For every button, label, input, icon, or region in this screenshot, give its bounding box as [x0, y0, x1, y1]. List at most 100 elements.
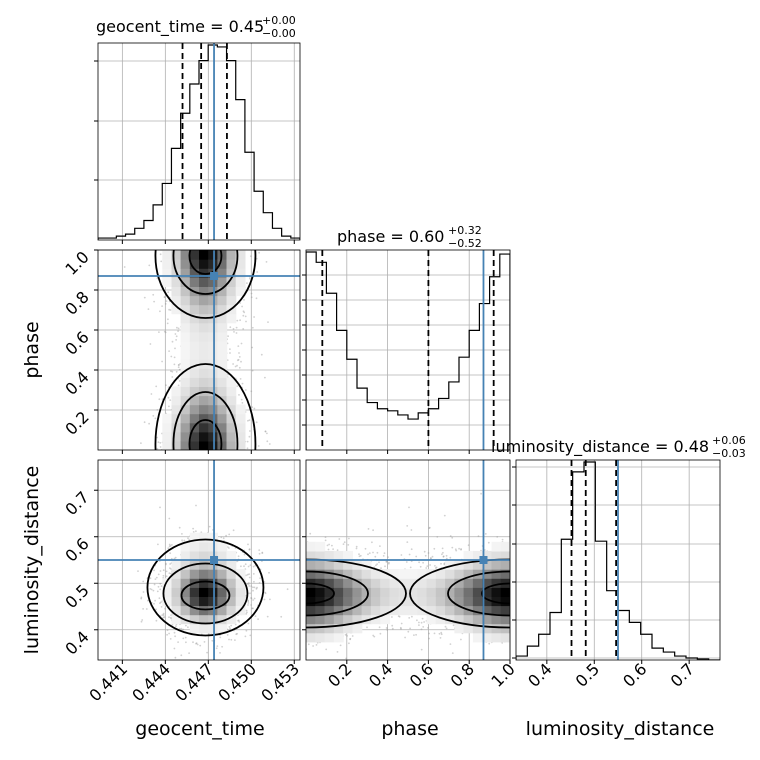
- density-cell: [315, 550, 326, 561]
- scatter-point: [391, 616, 393, 618]
- title-geocent-time-upper: +0.00: [262, 14, 296, 27]
- scatter-point: [449, 643, 452, 645]
- scatter-point: [169, 309, 172, 311]
- scatter-point: [170, 572, 172, 575]
- density-cell: [463, 578, 474, 588]
- scatter-point: [152, 589, 155, 592]
- density-cell: [333, 560, 344, 570]
- density-cell: [435, 587, 446, 597]
- scatter-point: [409, 566, 412, 569]
- density-cell: [343, 587, 353, 597]
- scatter-point: [169, 552, 172, 555]
- density-cell: [306, 560, 316, 570]
- density-cell: [226, 578, 237, 588]
- scatter-point: [153, 602, 155, 605]
- scatter-point: [166, 322, 169, 325]
- scatter-point: [408, 506, 410, 509]
- density-cell: [435, 578, 446, 588]
- scatter-point: [238, 621, 241, 623]
- scatter-point: [163, 296, 166, 298]
- scatter-point: [442, 555, 445, 558]
- contour-line: [172, 391, 239, 450]
- density-cell: [208, 368, 218, 378]
- scatter-point: [345, 657, 348, 660]
- density-cell: [217, 587, 228, 597]
- scatter-point: [165, 384, 167, 387]
- scatter-point: [211, 639, 214, 642]
- scatter-point: [147, 599, 149, 602]
- scatter-point: [168, 545, 171, 548]
- scatter-point: [166, 633, 169, 636]
- density-cell: [463, 596, 474, 607]
- density-cell: [199, 304, 209, 315]
- scatter-point: [142, 580, 145, 583]
- scatter-point: [167, 547, 170, 550]
- scatter-point: [238, 394, 240, 396]
- density-cell: [333, 550, 344, 561]
- scatter-point: [449, 556, 452, 559]
- density-cell: [199, 395, 209, 406]
- scatter-point: [255, 421, 258, 424]
- scatter-point: [286, 588, 289, 591]
- density-cell: [208, 350, 218, 360]
- scatter-point: [171, 370, 174, 373]
- density-cell: [217, 331, 228, 342]
- density-cell: [189, 605, 200, 616]
- x-geocent-time-tick-label: 0.444: [128, 659, 174, 705]
- density-cell: [208, 413, 218, 424]
- scatter-point: [460, 548, 462, 550]
- density-cell: [208, 422, 218, 433]
- scatter-point: [187, 537, 189, 540]
- scatter-point: [346, 635, 348, 637]
- density-cell: [208, 331, 218, 342]
- scatter-point: [264, 376, 266, 379]
- density-cell: [361, 578, 372, 588]
- scatter-point: [418, 621, 420, 624]
- density-cell: [361, 605, 372, 616]
- scatter-point: [157, 585, 160, 588]
- scatter-point: [348, 537, 350, 540]
- scatter-point: [315, 644, 318, 646]
- density-cell: [333, 596, 344, 607]
- density-cell: [352, 578, 363, 588]
- y-luminosity-distance-tick-label: 0.4: [61, 627, 92, 658]
- scatter-point: [183, 539, 186, 542]
- scatter-point: [159, 588, 162, 591]
- scatter-point: [192, 641, 194, 644]
- density-cell: [324, 560, 335, 570]
- scatter-point: [422, 626, 425, 628]
- scatter-point: [238, 619, 240, 622]
- density-cell: [199, 614, 209, 625]
- density-cell: [352, 605, 363, 616]
- scatter-point: [387, 562, 390, 565]
- density-cell: [208, 605, 218, 616]
- panel-frame: [305, 459, 511, 661]
- scatter-point: [404, 636, 406, 639]
- density-cell: [180, 587, 191, 597]
- scatter-point: [488, 642, 491, 645]
- scatter-point: [156, 409, 159, 411]
- density-cell: [217, 350, 228, 360]
- scatter-point: [154, 599, 157, 602]
- density-cell: [180, 541, 191, 552]
- density-cell: [235, 413, 246, 424]
- density-cell: [171, 286, 182, 297]
- scatter-point: [253, 580, 255, 583]
- scatter-point: [137, 570, 139, 572]
- scatter-point: [246, 440, 249, 443]
- scatter-point: [449, 535, 452, 537]
- density-cell: [199, 569, 209, 579]
- scatter-point: [256, 586, 258, 589]
- density-cell: [217, 322, 228, 333]
- density-cell: [180, 359, 191, 369]
- density-cell: [398, 605, 409, 616]
- x-phase-tick-label: 1.0: [487, 659, 518, 690]
- histogram-step: [306, 251, 510, 450]
- scatter-point: [168, 543, 171, 546]
- density-cell: [208, 304, 218, 315]
- scatter-point: [237, 555, 240, 558]
- scatter-point: [165, 300, 168, 302]
- density-cell: [482, 623, 493, 634]
- scatter-point: [399, 626, 402, 629]
- scatter-point: [248, 585, 251, 587]
